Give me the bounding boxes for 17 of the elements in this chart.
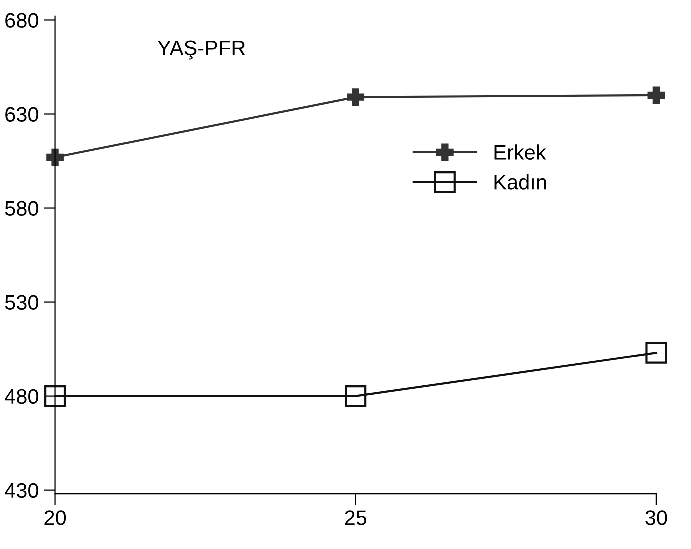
- legend-label: Erkek: [494, 144, 546, 160]
- point: [648, 86, 666, 104]
- y-tick-label: 580: [5, 201, 38, 216]
- point: [646, 342, 668, 364]
- y-tick-label: 430: [5, 483, 38, 498]
- point: [44, 386, 66, 408]
- y-tick-label: 480: [5, 389, 38, 404]
- y-tick-label: 680: [6, 13, 38, 28]
- text: YAŞ-PFR: [158, 40, 246, 60]
- y-tick-label: 530: [5, 295, 38, 310]
- x-tick-label: 25: [345, 510, 367, 526]
- point: [345, 386, 367, 408]
- legend-label: Kadın: [494, 174, 546, 190]
- y-tick-label: 630: [6, 107, 38, 122]
- x-tick-label: 20: [44, 510, 66, 526]
- point: [347, 88, 365, 106]
- x-tick-label: 30: [646, 510, 668, 526]
